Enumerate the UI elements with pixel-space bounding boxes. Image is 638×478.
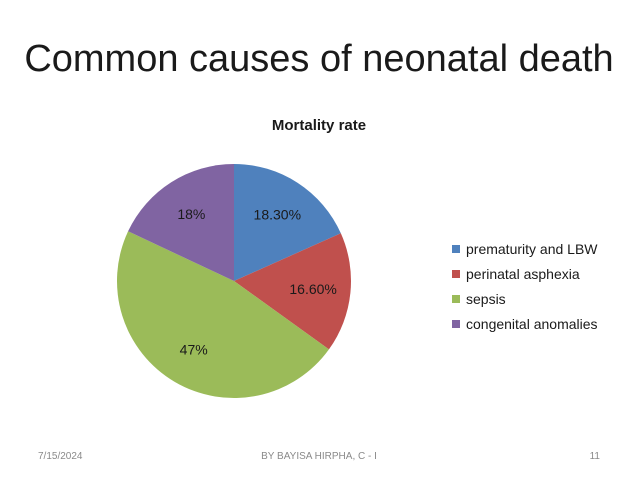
footer-date: 7/15/2024 <box>38 451 83 462</box>
data-label: 18.30% <box>254 206 301 222</box>
legend-label: prematurity and LBW <box>466 240 598 257</box>
footer-author: BY BAYISA HIRPHA, C - I <box>261 451 377 462</box>
slide-title: Common causes of neonatal death <box>24 38 614 80</box>
legend-item-perinatal-asphexia: perinatal asphexia <box>452 261 598 286</box>
pie-slice-congenital-anomalies <box>128 164 234 281</box>
data-label: 16.60% <box>289 281 336 297</box>
legend-label: sepsis <box>466 290 506 307</box>
data-label: 47% <box>180 342 208 358</box>
legend-label: congenital anomalies <box>466 315 598 332</box>
legend-swatch <box>452 294 460 303</box>
pie-slice-sepsis <box>117 231 329 398</box>
legend-swatch <box>452 269 460 278</box>
legend-label: perinatal asphexia <box>466 265 580 282</box>
chart-legend: prematurity and LBW perinatal asphexia s… <box>452 236 598 336</box>
footer-page-number: 11 <box>589 451 600 462</box>
pie-slice-perinatal-asphexia <box>234 233 351 350</box>
legend-swatch <box>452 244 460 253</box>
pie-slice-prematurity <box>234 164 341 281</box>
chart-title: Mortality rate <box>271 117 367 134</box>
data-label: 18% <box>177 206 205 222</box>
legend-item-sepsis: sepsis <box>452 286 598 311</box>
legend-item-congenital-anomalies: congenital anomalies <box>452 311 598 336</box>
legend-item-prematurity: prematurity and LBW <box>452 236 598 261</box>
legend-swatch <box>452 319 460 328</box>
